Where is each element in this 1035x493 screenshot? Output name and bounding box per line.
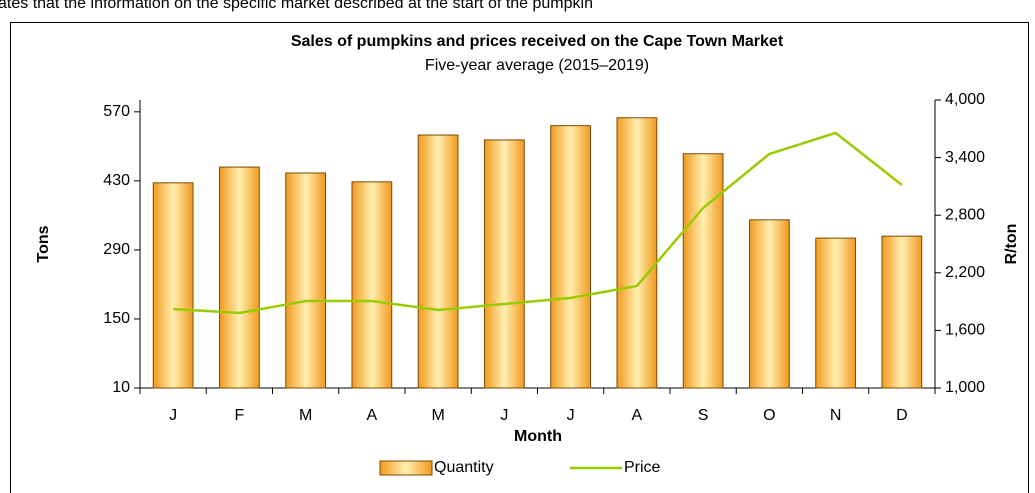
legend-swatch (379, 460, 433, 476)
bar (219, 166, 260, 389)
y-tick-label: 430 (103, 172, 130, 189)
bar (815, 237, 856, 389)
x-axis-label: Month (514, 428, 562, 445)
chart-title: Sales of pumpkins and prices received on… (291, 33, 784, 50)
line (173, 131, 903, 315)
x-tick-label: J (567, 407, 575, 424)
bar (550, 125, 591, 389)
legend-label: Price (624, 459, 661, 476)
x-tick-label: O (763, 407, 775, 424)
x-tick-label: M (431, 407, 444, 424)
bar (616, 117, 658, 389)
chart-subtitle: Five-year average (2015–2019) (425, 57, 649, 74)
bar (881, 235, 923, 389)
y-tick-label: 10 (112, 379, 130, 396)
bar (285, 172, 326, 389)
y2-tick-label: 1,000 (945, 379, 985, 396)
x-tick-label: A (367, 407, 378, 424)
x-tick-label: D (896, 407, 908, 424)
y2-tick-label: 3,400 (945, 149, 985, 166)
y-tick-label: 570 (103, 103, 130, 120)
x-tick-label: F (234, 407, 244, 424)
bar (682, 153, 724, 389)
y2-tick-label: 2,800 (945, 206, 985, 223)
y-tick-label: 290 (103, 241, 130, 258)
x-tick-label: A (632, 407, 643, 424)
y2-tick-label: 1,600 (945, 322, 985, 339)
x-tick-label: J (500, 407, 508, 424)
bar (749, 219, 790, 389)
legend-label: Quantity (434, 459, 494, 476)
bar (484, 139, 525, 389)
x-tick-label: M (299, 407, 312, 424)
y2-tick-label: 4,000 (945, 91, 985, 108)
y-axis-label: Tons (35, 225, 52, 262)
x-tick-label: J (169, 407, 177, 424)
x-tick-label: S (698, 407, 709, 424)
y2-tick-label: 2,200 (945, 264, 985, 281)
caption-fragment: ates that the information on the specifi… (0, 0, 593, 12)
bar (152, 182, 194, 389)
y-tick-label: 150 (103, 310, 130, 327)
y2-axis-label: R/ton (1003, 224, 1020, 265)
bar (351, 181, 393, 389)
bar (417, 134, 459, 389)
x-tick-label: N (830, 407, 842, 424)
